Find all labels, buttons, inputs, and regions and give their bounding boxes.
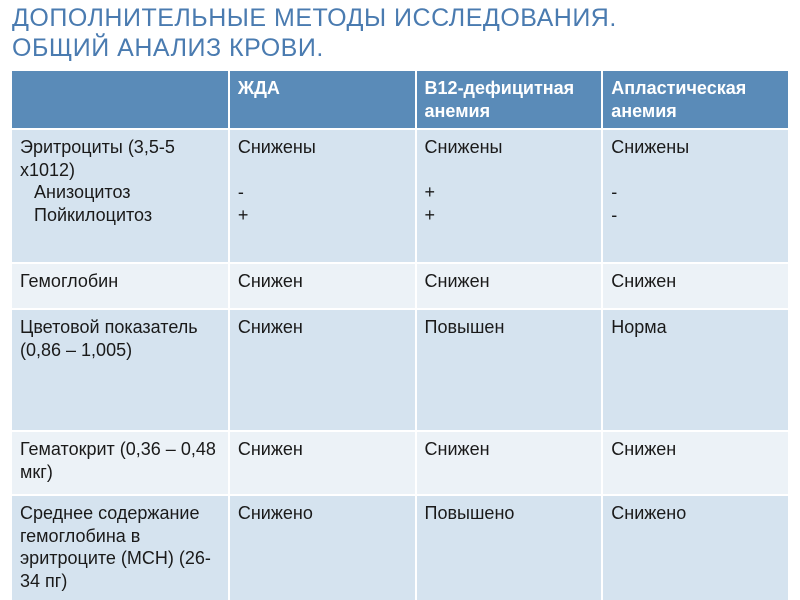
cell: Повышено: [416, 495, 603, 600]
row-label: Эритроциты (3,5-5 х1012)АнизоцитозПойкил…: [11, 129, 229, 263]
cell: Снижен: [229, 309, 416, 431]
anemia-comparison-table: ЖДА В12-дефицитная анемия Апластическая …: [10, 69, 790, 600]
header-blank: [11, 70, 229, 129]
header-b12: В12-дефицитная анемия: [416, 70, 603, 129]
cell: Снижены --: [602, 129, 789, 263]
table-header-row: ЖДА В12-дефицитная анемия Апластическая …: [11, 70, 789, 129]
cell: Снижен: [416, 431, 603, 495]
table-row: Цветовой показатель(0,86 – 1,005)СниженП…: [11, 309, 789, 431]
cell: Повышен: [416, 309, 603, 431]
table-row: Эритроциты (3,5-5 х1012)АнизоцитозПойкил…: [11, 129, 789, 263]
cell: Снижено: [602, 495, 789, 600]
row-label: Гематокрит (0,36 – 0,48 мкг): [11, 431, 229, 495]
cell: Снижен: [602, 263, 789, 309]
header-jda: ЖДА: [229, 70, 416, 129]
cell: Норма: [602, 309, 789, 431]
cell: Снижен: [229, 263, 416, 309]
table-row: Среднее содержание гемоглобина в эритроц…: [11, 495, 789, 600]
row-label: Цветовой показатель(0,86 – 1,005): [11, 309, 229, 431]
row-label: Гемоглобин: [11, 263, 229, 309]
cell: Снижен: [229, 431, 416, 495]
row-label: Среднее содержание гемоглобина в эритроц…: [11, 495, 229, 600]
slide-title: Дополнительные методы исследования. Общи…: [0, 0, 800, 69]
cell: Снижен: [602, 431, 789, 495]
table-row: ГемоглобинСниженСниженСнижен: [11, 263, 789, 309]
cell: Снижены -+: [229, 129, 416, 263]
cell: Снижен: [416, 263, 603, 309]
title-text: Дополнительные методы исследования. Общи…: [12, 3, 790, 63]
title-line-2: Общий анализ крови.: [12, 34, 324, 62]
cell: Снижено: [229, 495, 416, 600]
table-row: Гематокрит (0,36 – 0,48 мкг)СниженСнижен…: [11, 431, 789, 495]
cell: Снижены ++: [416, 129, 603, 263]
header-aplastic: Апластическая анемия: [602, 70, 789, 129]
title-line-1: Дополнительные методы исследования.: [12, 4, 617, 32]
